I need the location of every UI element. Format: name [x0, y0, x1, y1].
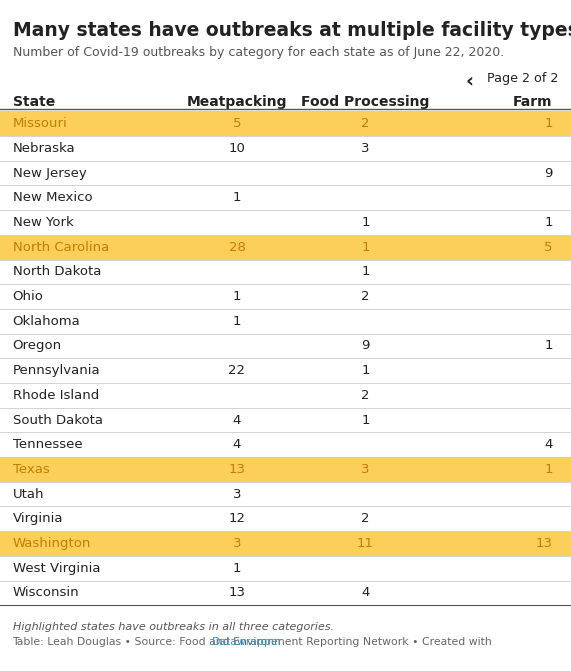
Text: Number of Covid-19 outbreaks by category for each state as of June 22, 2020.: Number of Covid-19 outbreaks by category…	[13, 46, 504, 58]
Text: 1: 1	[361, 364, 369, 377]
Text: 28: 28	[228, 241, 246, 254]
Text: 3: 3	[361, 463, 369, 476]
Text: West Virginia: West Virginia	[13, 562, 100, 574]
Text: 1: 1	[233, 290, 241, 303]
Text: 4: 4	[361, 586, 369, 599]
Text: Nebraska: Nebraska	[13, 142, 75, 155]
Text: Food Processing: Food Processing	[301, 95, 429, 109]
Text: Oklahoma: Oklahoma	[13, 315, 81, 327]
Text: Page 2 of 2: Page 2 of 2	[487, 72, 558, 85]
Text: North Carolina: North Carolina	[13, 241, 109, 254]
Text: Datawrapper: Datawrapper	[212, 637, 283, 647]
Text: Missouri: Missouri	[13, 117, 67, 130]
Text: 1: 1	[361, 413, 369, 427]
Text: 1: 1	[544, 216, 553, 229]
Text: 9: 9	[361, 340, 369, 352]
Text: 11: 11	[357, 537, 374, 550]
Text: 5: 5	[233, 117, 241, 130]
Text: 1: 1	[233, 191, 241, 204]
Text: State: State	[13, 95, 55, 109]
Text: ‹: ‹	[465, 72, 473, 91]
Text: New Jersey: New Jersey	[13, 166, 86, 180]
Text: Rhode Island: Rhode Island	[13, 389, 99, 402]
Text: Pennsylvania: Pennsylvania	[13, 364, 100, 377]
Text: 22: 22	[228, 364, 246, 377]
Text: 13: 13	[536, 537, 553, 550]
Text: 2: 2	[361, 389, 369, 402]
Text: 13: 13	[228, 586, 246, 599]
Text: Washington: Washington	[13, 537, 91, 550]
Text: 1: 1	[233, 315, 241, 327]
Text: Oregon: Oregon	[13, 340, 62, 352]
Text: 13: 13	[228, 463, 246, 476]
Text: 12: 12	[228, 513, 246, 525]
Text: Farm: Farm	[513, 95, 553, 109]
Text: New York: New York	[13, 216, 73, 229]
Text: 1: 1	[544, 463, 553, 476]
Text: 3: 3	[361, 142, 369, 155]
Text: Wisconsin: Wisconsin	[13, 586, 79, 599]
Text: North Dakota: North Dakota	[13, 266, 101, 278]
Text: 1: 1	[544, 340, 553, 352]
Text: 4: 4	[233, 438, 241, 451]
Text: 1: 1	[361, 241, 369, 254]
Text: 2: 2	[361, 117, 369, 130]
Text: 10: 10	[228, 142, 246, 155]
Text: Highlighted states have outbreaks in all three categories.: Highlighted states have outbreaks in all…	[13, 622, 333, 632]
Text: Texas: Texas	[13, 463, 49, 476]
Text: Virginia: Virginia	[13, 513, 63, 525]
Text: 4: 4	[544, 438, 553, 451]
Text: Many states have outbreaks at multiple facility types: Many states have outbreaks at multiple f…	[13, 21, 571, 40]
Text: 2: 2	[361, 513, 369, 525]
Text: 4: 4	[233, 413, 241, 427]
Text: 3: 3	[233, 537, 241, 550]
Text: 1: 1	[233, 562, 241, 574]
Text: Utah: Utah	[13, 488, 44, 501]
Text: South Dakota: South Dakota	[13, 413, 103, 427]
Text: 5: 5	[544, 241, 553, 254]
Text: 1: 1	[361, 216, 369, 229]
Text: 2: 2	[361, 290, 369, 303]
Text: 3: 3	[233, 488, 241, 501]
Text: 1: 1	[544, 117, 553, 130]
Text: Ohio: Ohio	[13, 290, 43, 303]
Text: Tennessee: Tennessee	[13, 438, 82, 451]
Text: 1: 1	[361, 266, 369, 278]
Text: 9: 9	[544, 166, 553, 180]
Text: Table: Leah Douglas • Source: Food and Environment Reporting Network • Created w: Table: Leah Douglas • Source: Food and E…	[13, 637, 496, 647]
Text: Meatpacking: Meatpacking	[187, 95, 287, 109]
Text: New Mexico: New Mexico	[13, 191, 92, 204]
